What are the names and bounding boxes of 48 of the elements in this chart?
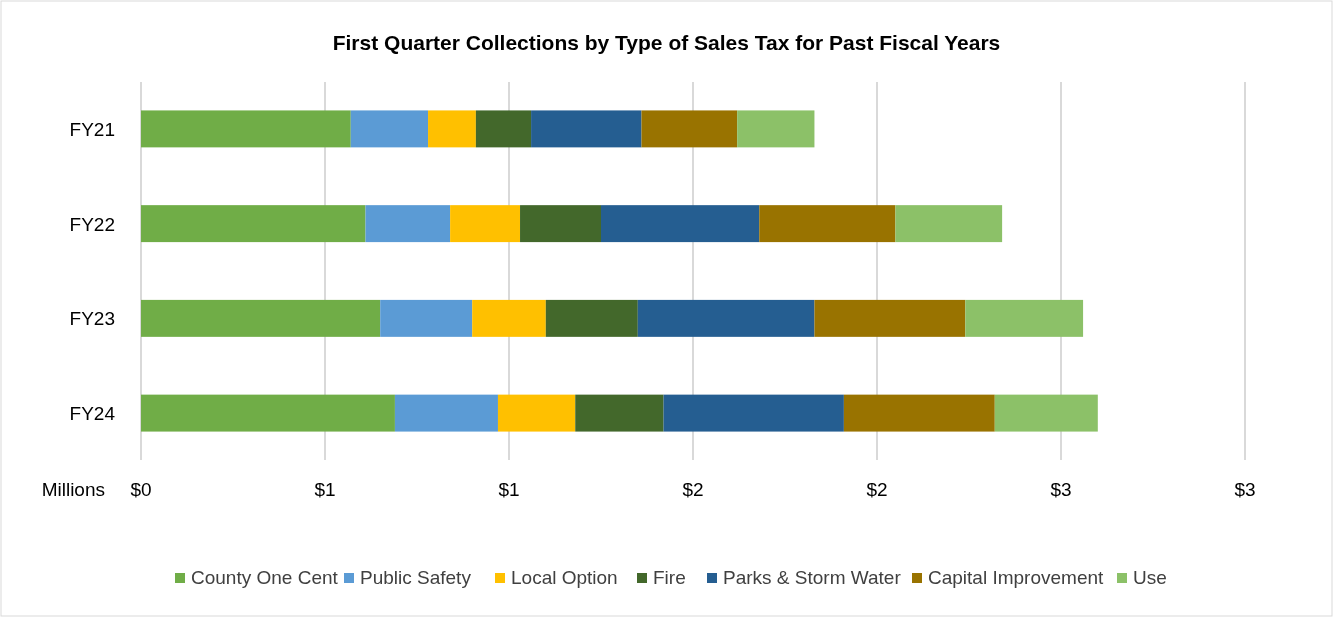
bar bbox=[545, 299, 638, 337]
bar bbox=[601, 205, 760, 243]
bar bbox=[472, 299, 546, 337]
y-tick-label: FY22 bbox=[69, 213, 115, 235]
legend-label: Parks & Storm Water bbox=[723, 567, 902, 588]
bar bbox=[637, 299, 815, 337]
x-tick-label: $1 bbox=[314, 479, 336, 500]
legend-label: County One Cent bbox=[191, 567, 339, 588]
x-tick-label: $2 bbox=[866, 479, 888, 500]
bar bbox=[663, 394, 844, 432]
bar bbox=[575, 394, 664, 432]
y-tick-label: FY23 bbox=[69, 308, 115, 330]
chart-title: First Quarter Collections by Type of Sales Tax for Past Fiscal Years bbox=[332, 31, 1001, 54]
bar bbox=[350, 110, 429, 148]
bar bbox=[531, 110, 642, 148]
bar bbox=[641, 110, 738, 148]
bar bbox=[759, 205, 896, 243]
bar bbox=[141, 299, 381, 337]
bar bbox=[497, 394, 576, 432]
bar bbox=[520, 205, 601, 243]
bar bbox=[365, 205, 451, 243]
bar bbox=[475, 110, 532, 148]
legend-label: Public Safety bbox=[360, 567, 472, 588]
bar bbox=[843, 394, 995, 432]
legend-label: Fire bbox=[653, 567, 686, 588]
bar bbox=[380, 299, 473, 337]
bar bbox=[895, 205, 1003, 243]
x-tick-label: $3 bbox=[1234, 479, 1256, 500]
legend-label: Local Option bbox=[511, 567, 618, 588]
legend-label: Capital Improvement bbox=[928, 567, 1105, 588]
y-tick-label: FY21 bbox=[69, 118, 115, 140]
bar bbox=[737, 110, 815, 148]
legend-label: Use bbox=[1133, 567, 1167, 588]
x-tick-label: $2 bbox=[682, 479, 704, 500]
bar bbox=[994, 394, 1098, 432]
bar bbox=[394, 394, 498, 432]
bar bbox=[450, 205, 521, 243]
x-tick-label: $1 bbox=[498, 479, 520, 500]
bar bbox=[141, 394, 395, 432]
x-tick-label: $3 bbox=[1050, 479, 1072, 500]
x-axis-title: Millions bbox=[41, 479, 105, 500]
bar bbox=[141, 110, 351, 148]
x-tick-label: $0 bbox=[130, 479, 152, 500]
y-tick-label: FY24 bbox=[69, 403, 116, 425]
bar bbox=[141, 205, 366, 243]
bar bbox=[814, 299, 966, 337]
bar bbox=[428, 110, 476, 148]
bar bbox=[965, 299, 1084, 337]
